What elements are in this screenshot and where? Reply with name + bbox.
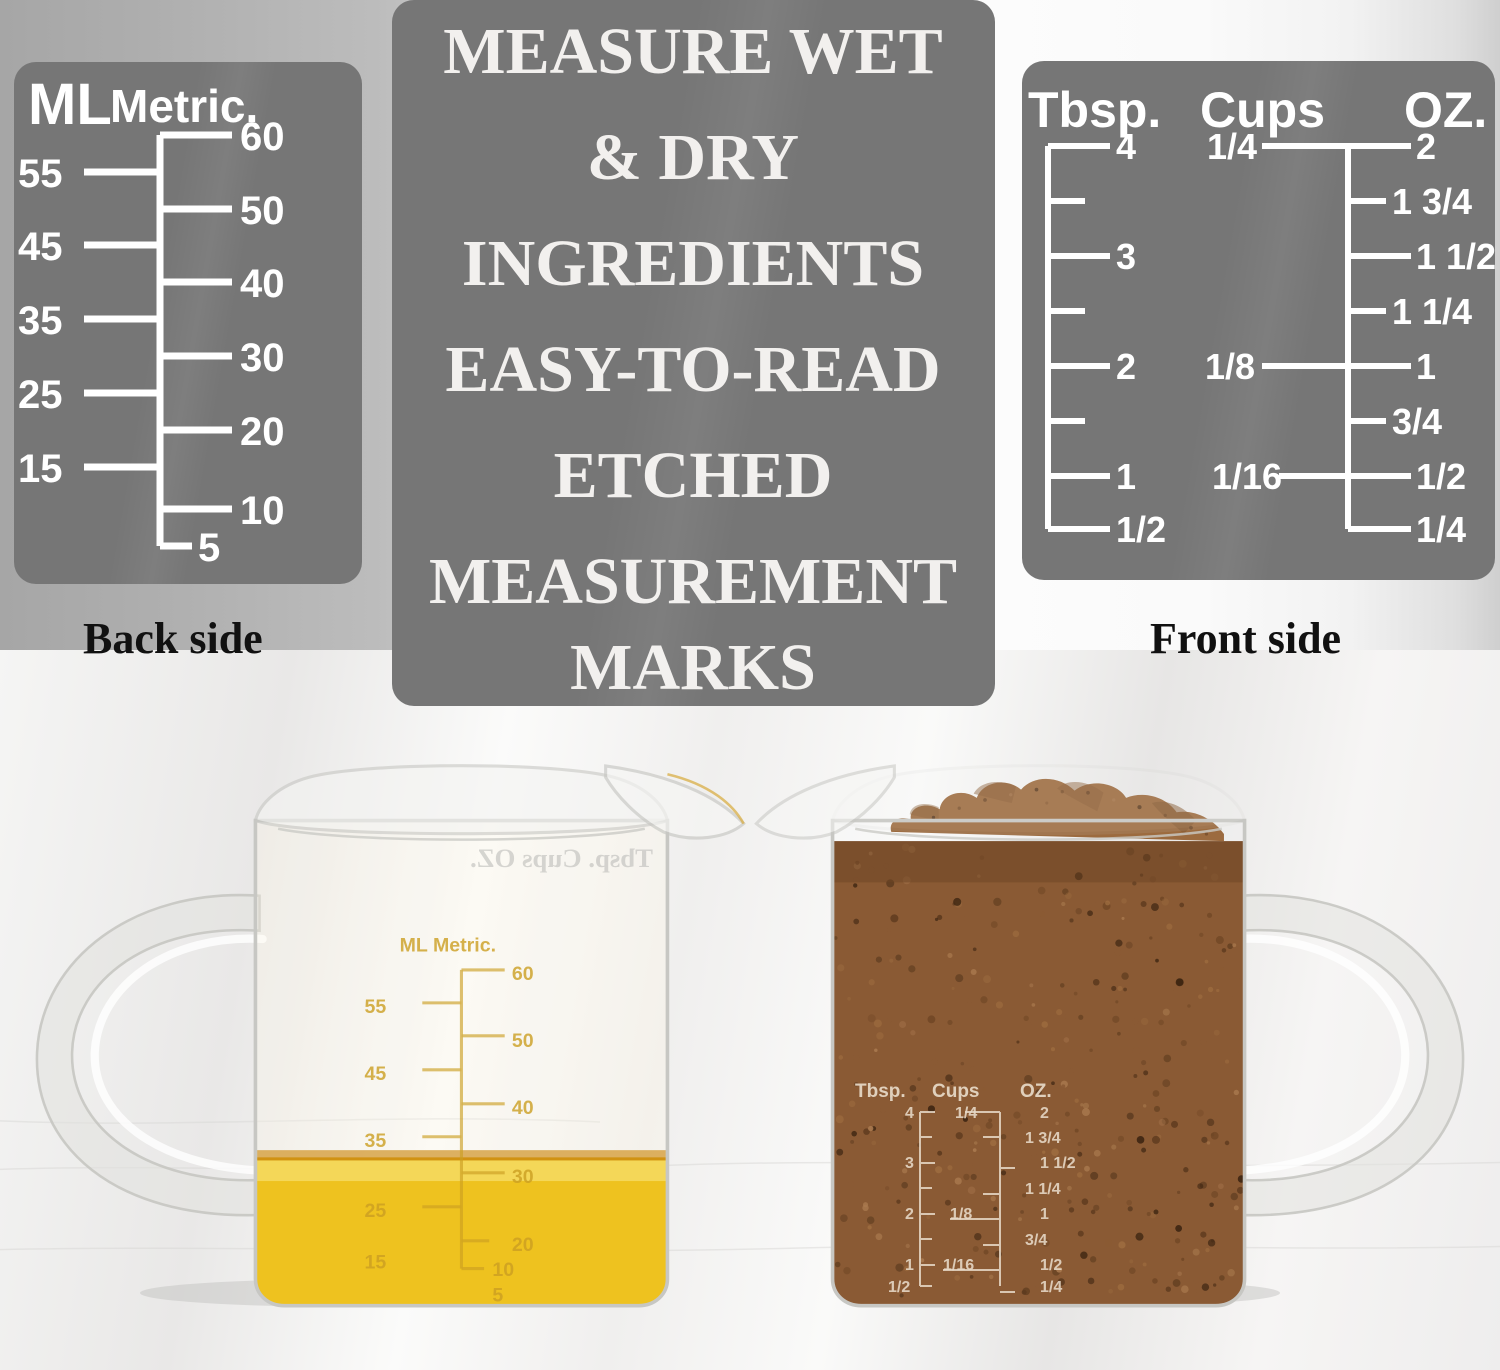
svg-text:25: 25 <box>18 373 63 417</box>
svg-text:50: 50 <box>512 1030 534 1052</box>
svg-text:15: 15 <box>364 1252 386 1274</box>
svg-text:55: 55 <box>364 996 386 1018</box>
svg-text:30: 30 <box>512 1166 534 1188</box>
svg-text:1/2: 1/2 <box>1040 1257 1062 1274</box>
svg-text:INGREDIENTS: INGREDIENTS <box>462 227 924 300</box>
svg-text:1: 1 <box>1040 1206 1049 1223</box>
svg-text:35: 35 <box>364 1130 386 1152</box>
svg-text:3: 3 <box>905 1155 914 1172</box>
svg-text:35: 35 <box>18 299 63 343</box>
svg-text:5: 5 <box>198 526 220 570</box>
svg-text:4: 4 <box>1116 126 1136 167</box>
svg-text:3: 3 <box>1116 236 1136 277</box>
svg-text:1/16: 1/16 <box>943 1257 974 1274</box>
svg-text:5: 5 <box>492 1285 503 1307</box>
svg-text:Tbsp. Cups OZ.: Tbsp. Cups OZ. <box>470 843 653 873</box>
svg-text:10: 10 <box>240 489 285 533</box>
svg-text:25: 25 <box>364 1200 386 1222</box>
svg-text:ML Metric.: ML Metric. <box>400 934 496 956</box>
svg-text:Tbsp.: Tbsp. <box>855 1081 906 1102</box>
svg-text:55: 55 <box>18 152 63 196</box>
svg-text:1 3/4: 1 3/4 <box>1025 1130 1061 1147</box>
svg-text:MARKS: MARKS <box>570 631 816 704</box>
svg-text:1/2: 1/2 <box>888 1279 910 1296</box>
svg-text:60: 60 <box>512 963 534 985</box>
svg-text:2: 2 <box>905 1206 914 1223</box>
svg-text:1/2: 1/2 <box>1416 456 1466 497</box>
svg-text:1 3/4: 1 3/4 <box>1392 181 1472 222</box>
svg-text:Tbsp.: Tbsp. <box>1028 82 1161 138</box>
svg-text:ETCHED: ETCHED <box>554 439 833 512</box>
svg-text:1: 1 <box>905 1257 914 1274</box>
svg-text:4: 4 <box>905 1105 914 1122</box>
svg-text:3/4: 3/4 <box>1392 401 1442 442</box>
svg-text:1 1/4: 1 1/4 <box>1025 1181 1061 1198</box>
svg-text:1/16: 1/16 <box>1212 456 1282 497</box>
svg-text:MEASUREMENT: MEASUREMENT <box>429 545 957 618</box>
svg-text:45: 45 <box>364 1063 386 1085</box>
svg-text:Cups: Cups <box>932 1081 980 1102</box>
svg-text:2: 2 <box>1040 1105 1049 1122</box>
svg-text:ML: ML <box>28 72 112 137</box>
svg-text:45: 45 <box>18 225 63 269</box>
svg-text:EASY-TO-READ: EASY-TO-READ <box>445 333 940 406</box>
svg-text:1: 1 <box>1416 346 1436 387</box>
svg-text:1: 1 <box>1116 456 1136 497</box>
svg-text:1 1/4: 1 1/4 <box>1392 291 1472 332</box>
svg-text:30: 30 <box>240 336 285 380</box>
svg-text:1/8: 1/8 <box>950 1206 972 1223</box>
svg-text:2: 2 <box>1416 126 1436 167</box>
svg-text:1 1/2: 1 1/2 <box>1416 236 1495 277</box>
svg-text:20: 20 <box>240 410 285 454</box>
svg-text:MEASURE WET: MEASURE WET <box>443 15 942 88</box>
svg-text:OZ.: OZ. <box>1020 1081 1052 1102</box>
svg-text:40: 40 <box>240 262 285 306</box>
svg-text:1/2: 1/2 <box>1116 509 1166 550</box>
svg-text:50: 50 <box>240 189 285 233</box>
svg-text:2: 2 <box>1116 346 1136 387</box>
svg-text:1/4: 1/4 <box>1416 509 1466 550</box>
svg-text:3/4: 3/4 <box>1025 1232 1047 1249</box>
svg-text:20: 20 <box>512 1234 534 1256</box>
svg-text:Metric.: Metric. <box>110 80 258 132</box>
svg-text:15: 15 <box>18 447 63 491</box>
svg-text:10: 10 <box>492 1259 514 1281</box>
svg-text:1/4: 1/4 <box>1207 126 1257 167</box>
svg-text:1 1/2: 1 1/2 <box>1040 1155 1076 1172</box>
svg-text:60: 60 <box>240 115 285 159</box>
svg-text:1/8: 1/8 <box>1205 346 1255 387</box>
svg-text:1/4: 1/4 <box>1040 1279 1062 1296</box>
svg-text:40: 40 <box>512 1097 534 1119</box>
svg-text:& DRY: & DRY <box>587 121 799 194</box>
svg-text:1/4: 1/4 <box>955 1105 977 1122</box>
